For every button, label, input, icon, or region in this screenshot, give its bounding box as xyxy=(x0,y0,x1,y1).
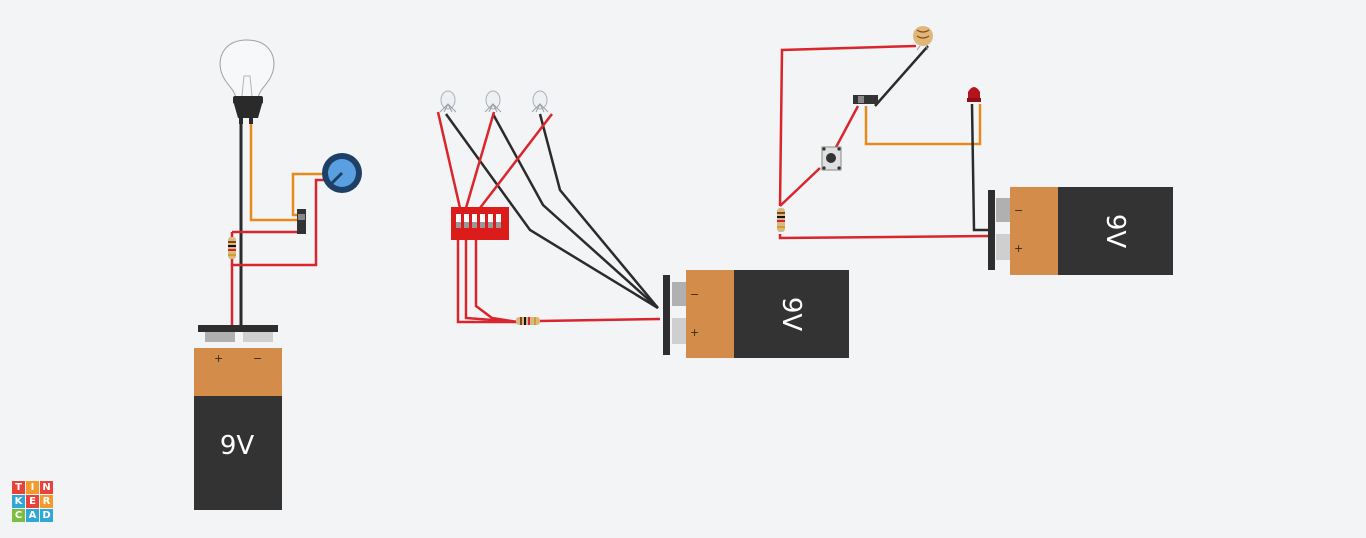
battery-9v-right[interactable]: − + 9V xyxy=(988,187,1173,275)
tinkercad-logo: T I N K E R C A D xyxy=(12,481,53,522)
push-button[interactable] xyxy=(821,146,842,171)
wire-orange[interactable] xyxy=(249,120,300,222)
wire-red[interactable] xyxy=(539,317,661,323)
wire-black[interactable] xyxy=(491,113,659,309)
battery-label: 9V xyxy=(1100,214,1130,249)
battery-label: 9V xyxy=(776,297,806,332)
resistor[interactable] xyxy=(228,237,236,259)
wire-red[interactable] xyxy=(779,167,821,207)
red-led[interactable] xyxy=(967,87,981,102)
battery-9v-left[interactable]: + − 9V xyxy=(194,325,282,510)
wire-red[interactable] xyxy=(456,240,518,324)
logo-letter: I xyxy=(26,481,39,494)
resistor[interactable] xyxy=(777,208,785,232)
battery-label: 9V xyxy=(220,431,255,461)
wire-red[interactable] xyxy=(436,111,462,209)
battery-minus-sign: − xyxy=(1014,204,1023,217)
potentiometer[interactable] xyxy=(322,153,362,193)
logo-letter: T xyxy=(12,481,25,494)
rgb-led[interactable] xyxy=(439,90,457,113)
wire-black[interactable] xyxy=(444,113,659,310)
wire-red[interactable] xyxy=(778,44,917,207)
wire-red[interactable] xyxy=(479,113,553,209)
rgb-led[interactable] xyxy=(484,90,502,113)
photoresistor[interactable] xyxy=(913,26,933,51)
wire-orange[interactable] xyxy=(291,172,326,217)
wire-red[interactable] xyxy=(464,240,519,324)
circuit-middle: − + 9V xyxy=(436,90,849,358)
slide-switch[interactable] xyxy=(297,209,306,234)
slide-switch[interactable] xyxy=(853,95,878,104)
wire-red[interactable] xyxy=(778,234,989,240)
logo-letter: D xyxy=(40,509,53,522)
logo-letter: C xyxy=(12,509,25,522)
battery-9v-middle[interactable]: − + 9V xyxy=(663,270,849,358)
wire-black[interactable] xyxy=(874,45,929,107)
battery-minus-sign: − xyxy=(253,352,262,365)
wire-red[interactable] xyxy=(474,240,519,324)
logo-letter: R xyxy=(40,495,53,508)
battery-plus-sign: + xyxy=(1014,242,1023,255)
lightbulb[interactable] xyxy=(219,39,275,124)
wire-black[interactable] xyxy=(970,103,988,232)
rgb-led[interactable] xyxy=(531,90,549,113)
resistor[interactable] xyxy=(516,317,540,325)
wire-orange[interactable] xyxy=(864,104,982,146)
wire-black[interactable] xyxy=(538,113,659,309)
logo-letter: A xyxy=(26,509,39,522)
battery-plus-sign: + xyxy=(214,352,223,365)
logo-letter: E xyxy=(26,495,39,508)
battery-minus-sign: − xyxy=(690,288,699,301)
circuit-right: − + 9V xyxy=(777,26,1173,275)
logo-letter: N xyxy=(40,481,53,494)
wire-red[interactable] xyxy=(232,178,327,267)
battery-plus-sign: + xyxy=(690,326,699,339)
dip-switch[interactable] xyxy=(451,207,509,240)
circuit-left: + − 9V xyxy=(194,39,362,510)
wire-red[interactable] xyxy=(464,111,496,209)
logo-letter: K xyxy=(12,495,25,508)
